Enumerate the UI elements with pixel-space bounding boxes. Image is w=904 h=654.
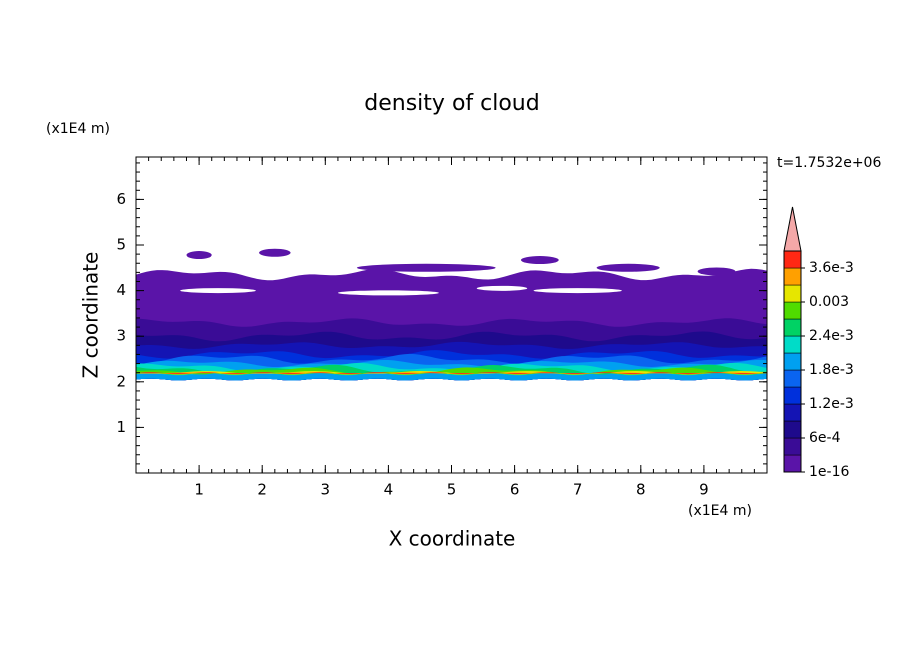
colorbar-tick-label: 1.8e-3 (809, 362, 854, 378)
colorbar-band (783, 284, 802, 303)
time-label: t=1.7532e+06 (777, 155, 881, 171)
y-tick-label: 4 (116, 281, 126, 299)
colorbar-tick-label: 6e-4 (809, 430, 841, 446)
x-tick-label: 2 (257, 481, 267, 499)
colorbar-band (783, 301, 802, 320)
cloud-patch (356, 263, 496, 272)
y-tick-label: 5 (116, 236, 126, 254)
cloud-patch (259, 248, 291, 257)
colorbar-tick-label: 1e-16 (809, 464, 849, 480)
x-unit: (x1E4 m) (688, 503, 752, 519)
colorbar-band (783, 267, 802, 286)
colorbar-frame (783, 250, 802, 473)
colorbar-band (783, 454, 802, 473)
colorbar-band (783, 420, 802, 439)
x-tick-label: 6 (510, 481, 520, 499)
colorbar-band (783, 250, 802, 269)
cloud-patch (186, 251, 212, 260)
colorbar-band (783, 369, 802, 388)
x-tick-label: 3 (321, 481, 331, 499)
y-tick-label: 1 (116, 418, 126, 436)
y-tick-label: 6 (116, 190, 126, 208)
colorbar-tick-label: 0.003 (809, 294, 849, 310)
x-tick-label: 8 (636, 481, 646, 499)
chart-title: density of cloud (364, 91, 539, 116)
x-tick-label: 9 (699, 481, 709, 499)
cloud-gap (180, 288, 256, 294)
colorbar-band (783, 335, 802, 354)
colorbar-band (783, 318, 802, 337)
colorbar-band (783, 352, 802, 371)
y-unit: (x1E4 m) (46, 121, 110, 137)
colorbar-tick-label: 2.4e-3 (809, 328, 854, 344)
colorbar-band (783, 386, 802, 405)
y-axis-label: Z coordinate (79, 252, 103, 379)
x-tick-label: 5 (447, 481, 457, 499)
colorbar-tick-label: 1.2e-3 (809, 396, 854, 412)
colorbar-extension (783, 206, 802, 252)
x-tick-label: 7 (573, 481, 583, 499)
x-tick-label: 4 (384, 481, 394, 499)
contour-band (136, 372, 767, 375)
cloud-gap (476, 285, 528, 291)
cloud-gap (337, 290, 439, 296)
cloud-patch (520, 256, 559, 265)
y-tick-label: 2 (116, 372, 126, 390)
x-tick-label: 1 (194, 481, 204, 499)
colorbar-tick-label: 3.6e-3 (809, 260, 854, 276)
cloud-gap (533, 288, 622, 294)
colorbar-band (783, 403, 802, 422)
contour-field (136, 248, 767, 381)
x-axis-label: X coordinate (389, 527, 516, 551)
cloud-patch (596, 263, 660, 272)
y-tick-label: 3 (116, 327, 126, 345)
colorbar-band (783, 437, 802, 456)
cloud-patch (697, 267, 736, 276)
